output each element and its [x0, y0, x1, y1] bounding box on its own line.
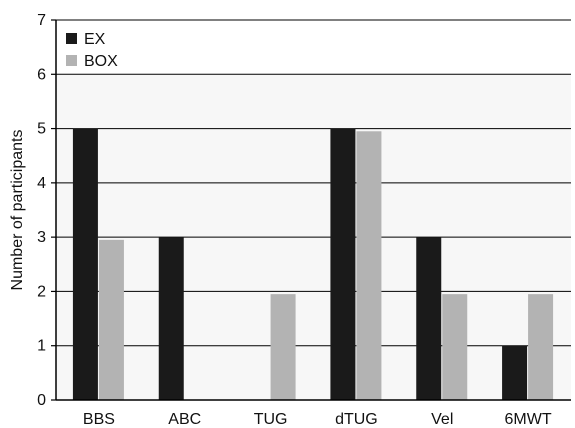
- bar-ex-vel: [416, 237, 442, 400]
- y-tick-label: 5: [37, 121, 46, 138]
- bar-ex-dtug: [330, 128, 356, 401]
- bar-box-tug: [270, 294, 296, 400]
- legend-label-ex: EX: [84, 31, 106, 48]
- legend-swatch-ex: [66, 33, 77, 44]
- legend-swatch-box: [66, 55, 77, 66]
- bar-box-vel: [442, 294, 468, 400]
- bar-ex-abc: [158, 237, 184, 400]
- legend-label-box: BOX: [84, 53, 118, 70]
- legend: EX BOX: [66, 31, 118, 70]
- x-tick-label: Vel: [431, 411, 453, 428]
- y-tick-label: 2: [37, 283, 46, 300]
- bar-box-bbs: [98, 239, 124, 400]
- x-tick-label: 6MWT: [505, 411, 552, 428]
- y-tick-label: 4: [37, 175, 46, 192]
- x-tick-label: ABC: [168, 411, 201, 428]
- bar-ex-6mwt: [502, 345, 528, 400]
- bar-box-dtug: [356, 131, 382, 401]
- axes: [55, 20, 571, 401]
- x-tick-label: dTUG: [335, 411, 378, 428]
- bar-box-6mwt: [528, 294, 554, 400]
- y-tick-label: 3: [37, 229, 46, 246]
- y-axis-label: Number of participants: [9, 130, 26, 291]
- gridlines: [56, 19, 571, 347]
- bar-ex-bbs: [72, 128, 98, 401]
- y-tick-label: 0: [37, 392, 46, 409]
- x-tick-label: BBS: [83, 411, 115, 428]
- x-tick-label: TUG: [254, 411, 288, 428]
- bars: [72, 128, 554, 401]
- y-tick-label: 1: [37, 338, 46, 355]
- y-tick-label: 6: [37, 66, 46, 83]
- x-tick-labels: BBS ABC TUG dTUG Vel 6MWT: [83, 411, 552, 428]
- y-tick-label: 7: [37, 12, 46, 29]
- y-tick-labels: 0 1 2 3 4 5 6 7: [37, 12, 56, 409]
